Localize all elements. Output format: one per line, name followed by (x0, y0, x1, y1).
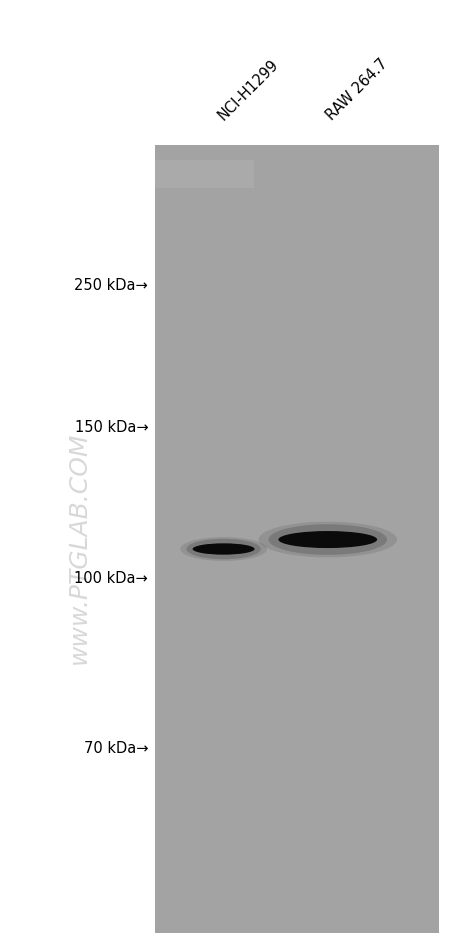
Ellipse shape (193, 544, 255, 555)
Text: NCI-H1299: NCI-H1299 (216, 57, 282, 123)
Text: RAW 264.7: RAW 264.7 (323, 56, 390, 123)
Ellipse shape (269, 525, 387, 555)
Bar (155, 146, 439, 933)
Text: www.PTGLAB.COM: www.PTGLAB.COM (66, 431, 91, 664)
Ellipse shape (278, 531, 377, 548)
Ellipse shape (259, 522, 397, 558)
Text: 150 kDa→: 150 kDa→ (75, 419, 148, 434)
Text: 70 kDa→: 70 kDa→ (84, 740, 148, 755)
Text: 250 kDa→: 250 kDa→ (75, 278, 148, 293)
Ellipse shape (180, 537, 267, 562)
Ellipse shape (186, 539, 261, 560)
Text: 100 kDa→: 100 kDa→ (75, 570, 148, 585)
Bar (155, 160, 255, 189)
